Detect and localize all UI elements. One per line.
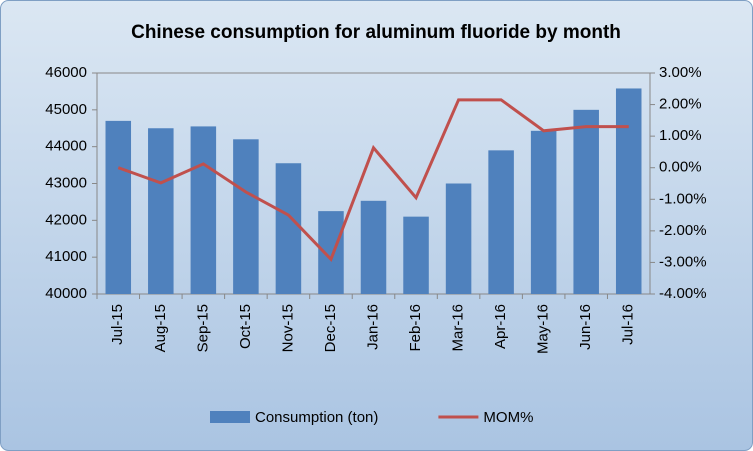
y-tick-label: 44000 (45, 138, 87, 155)
x-tick-label: Sep-15 (194, 304, 211, 352)
x-tick-label: Jun-16 (577, 304, 594, 350)
bar (275, 163, 302, 294)
x-tick-label: Dec-15 (322, 304, 339, 352)
x-tick-label: May-16 (535, 304, 552, 354)
x-tick-label: Nov-15 (279, 304, 296, 352)
x-tick-label: Feb-16 (407, 304, 424, 352)
x-tick-label: Jul-16 (620, 304, 637, 345)
y2-tick-label: -2.00% (659, 222, 707, 239)
line (117, 98, 629, 263)
y-tick-label: 45000 (45, 101, 87, 118)
bar (573, 109, 599, 294)
x-tick-label: Mar-16 (450, 304, 467, 352)
y2-tick-label: -3.00% (659, 253, 707, 270)
chart-title: Chinese consumption for aluminum fluorid… (131, 22, 621, 43)
y2-tick-label: -1.00% (659, 190, 707, 207)
bar (105, 120, 132, 294)
y2-tick-label: 2.00% (659, 96, 702, 113)
bar (233, 139, 259, 294)
bar (318, 211, 344, 294)
y-tick-label: 41000 (45, 248, 87, 265)
y2-tick-label: 0.00% (659, 159, 702, 176)
bar (360, 200, 387, 294)
y2-tick-label: 1.00% (659, 127, 702, 144)
bar (530, 130, 557, 294)
x-tick-label: Aug-15 (152, 304, 169, 352)
legend-label: Consumption (ton) (255, 409, 378, 426)
bar (445, 183, 472, 294)
bar (615, 88, 642, 294)
bar (403, 216, 429, 294)
bar (190, 126, 217, 295)
bar (148, 128, 174, 294)
x-tick-label: Apr-16 (492, 304, 509, 349)
y-tick-label: 46000 (45, 64, 87, 81)
x-tick-label: Jan-16 (364, 304, 381, 350)
legend-label: MOM% (483, 409, 533, 426)
y2-tick-label: -4.00% (659, 285, 707, 302)
x-tick-label: Jul-15 (109, 304, 126, 345)
y-tick-label: 40000 (45, 285, 87, 302)
x-tick-label: Oct-15 (237, 304, 254, 349)
y-tick-label: 43000 (45, 174, 87, 191)
legend-swatch (210, 411, 250, 423)
bar (488, 150, 514, 294)
y2-tick-label: 3.00% (659, 64, 702, 81)
y-tick-label: 42000 (45, 211, 87, 228)
